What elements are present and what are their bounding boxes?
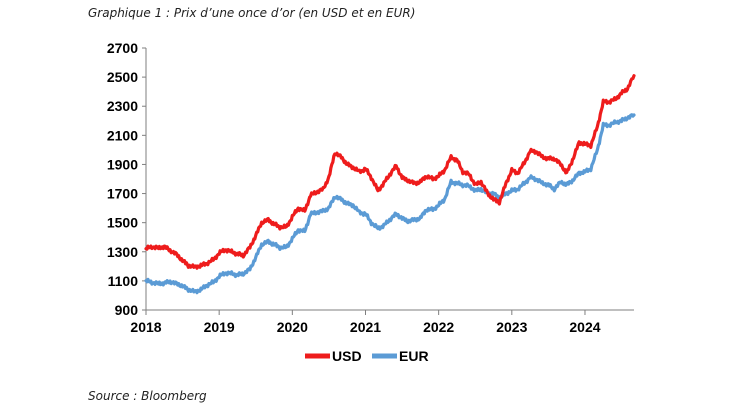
chart-title: Graphique 1 : Prix d’une once d’or (en U… (88, 6, 416, 20)
x-tick-label: 2024 (569, 319, 600, 335)
y-tick-label: 1100 (108, 273, 139, 289)
y-tick-label: 900 (115, 302, 139, 318)
y-tick-label: 2300 (107, 98, 138, 114)
y-tick-label: 2700 (107, 40, 138, 56)
y-tick-label: 1500 (107, 215, 138, 231)
y-tick-label: 2500 (107, 69, 138, 85)
series-line-eur (144, 113, 636, 295)
x-tick-label: 2022 (423, 319, 454, 335)
legend-label-eur: EUR (399, 348, 429, 364)
legend: USD EUR (305, 348, 429, 364)
axes-group: 900 1100 1300 1500 1700 1900 2100 2300 2500 2700 2… (107, 40, 634, 335)
series-line-usd (144, 74, 636, 270)
x-tick-label: 2021 (350, 319, 381, 335)
x-tick-label: 2020 (277, 319, 308, 335)
y-tick-label: 1700 (107, 186, 138, 202)
legend-label-usd: USD (332, 348, 362, 364)
gold-price-chart: 900 1100 1300 1500 1700 1900 2100 2300 2500 2700 2… (107, 40, 636, 364)
x-tick-label: 2018 (130, 319, 161, 335)
series-lines (144, 74, 636, 295)
y-tick-label: 1300 (107, 244, 138, 260)
x-tick-label: 2019 (204, 319, 235, 335)
y-tick-label: 1900 (107, 156, 138, 172)
x-tick-label: 2023 (496, 319, 527, 335)
chart-source: Source : Bloomberg (88, 389, 207, 403)
y-tick-label: 2100 (107, 127, 138, 143)
